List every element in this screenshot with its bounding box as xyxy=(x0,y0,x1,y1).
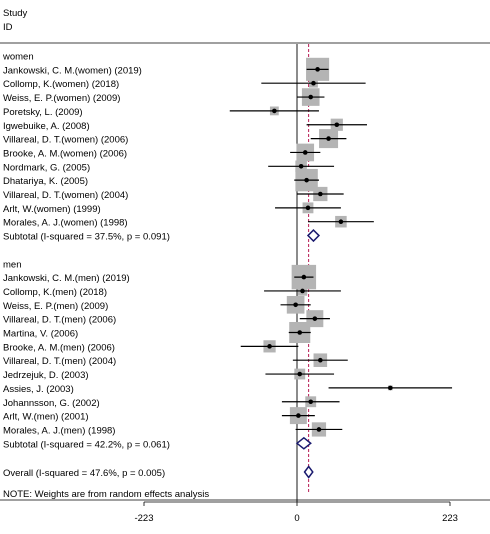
point-estimate xyxy=(326,136,331,141)
point-estimate xyxy=(308,94,314,100)
header-id: ID xyxy=(3,22,13,33)
point-estimate xyxy=(308,399,314,405)
point-estimate xyxy=(298,164,304,169)
point-estimate xyxy=(304,177,309,183)
point-estimate xyxy=(297,330,303,335)
forest-marks: women Jankowski, C. M.(women) (2019) Collo… xyxy=(2,44,458,524)
study-label: Villareal, D. T.(women) (2006) xyxy=(3,135,128,146)
point-estimate xyxy=(315,67,320,72)
study-label: Villareal, D. T.(men) (2004) xyxy=(3,356,116,367)
point-estimate xyxy=(267,344,272,349)
point-estimate xyxy=(302,150,308,155)
study-label: Villareal, D. T.(women) (2004) xyxy=(3,190,128,201)
x-tick-label: -223 xyxy=(134,513,153,524)
study-label: Jankowski, C. M.(men) (2019) xyxy=(3,273,130,284)
point-estimate xyxy=(301,274,307,280)
point-estimate xyxy=(297,371,303,377)
point-estimate xyxy=(312,316,318,321)
point-estimate xyxy=(338,219,344,224)
point-estimate xyxy=(296,413,301,418)
study-label: Weiss, E. P.(women) (2009) xyxy=(3,93,120,104)
study-label: Arlt, W.(women) (1999) xyxy=(3,204,101,215)
study-label: Assies, J. (2003) xyxy=(3,384,74,395)
header-study: Study xyxy=(3,8,28,19)
point-estimate xyxy=(300,288,305,294)
study-label: Brooke, A. M.(women) (2006) xyxy=(3,148,127,159)
study-label: Collomp, K.(women) (2018) xyxy=(3,79,119,90)
overall-diamond xyxy=(303,465,314,479)
study-label: Dhatariya, K. (2005) xyxy=(3,176,88,187)
subtotal-diamond xyxy=(295,436,312,450)
group-label: women xyxy=(2,52,34,63)
point-estimate xyxy=(316,427,322,432)
study-label: Jedrzejuk, D. (2003) xyxy=(3,370,89,381)
study-label: Martina, V. (2006) xyxy=(3,329,78,340)
study-label: Igwebuike, A. (2008) xyxy=(3,121,90,132)
study-label: Brooke, A. M.(men) (2006) xyxy=(3,342,115,353)
x-tick-label: 223 xyxy=(442,513,458,524)
point-estimate xyxy=(318,191,323,197)
study-label: Jankowski, C. M.(women) (2019) xyxy=(3,65,142,76)
point-estimate xyxy=(272,108,277,114)
subtotal-label: Subtotal (I-squared = 37.5%, p = 0.091) xyxy=(3,232,170,243)
point-estimate xyxy=(311,80,316,86)
point-estimate xyxy=(334,122,340,128)
study-label: Nordmark, G. (2005) xyxy=(3,162,90,173)
study-label: Arlt, W.(men) (2001) xyxy=(3,412,89,423)
study-label: Villareal, D. T.(men) (2006) xyxy=(3,315,116,326)
x-tick-label: 0 xyxy=(294,513,299,524)
group-label: men xyxy=(3,259,21,270)
point-estimate xyxy=(305,205,311,211)
overall-label: Overall (I-squared = 47.6%, p = 0.005) xyxy=(3,468,165,479)
study-label: Johannsson, G. (2002) xyxy=(3,398,100,409)
study-label: Weiss, E. P.(men) (2009) xyxy=(3,301,108,312)
study-label: Collomp, K.(men) (2018) xyxy=(3,287,107,298)
weights-note: NOTE: Weights are from random effects an… xyxy=(3,489,209,500)
study-label: Morales, A. J.(men) (1998) xyxy=(3,425,115,436)
study-label: Poretsky, L. (2009) xyxy=(3,107,83,118)
study-label: Morales, A. J.(women) (1998) xyxy=(3,218,128,229)
point-estimate xyxy=(318,357,323,363)
point-estimate xyxy=(293,302,298,308)
subtotal-label: Subtotal (I-squared = 42.2%, p = 0.061) xyxy=(3,439,170,450)
point-estimate xyxy=(388,385,393,391)
subtotal-diamond xyxy=(306,228,321,243)
